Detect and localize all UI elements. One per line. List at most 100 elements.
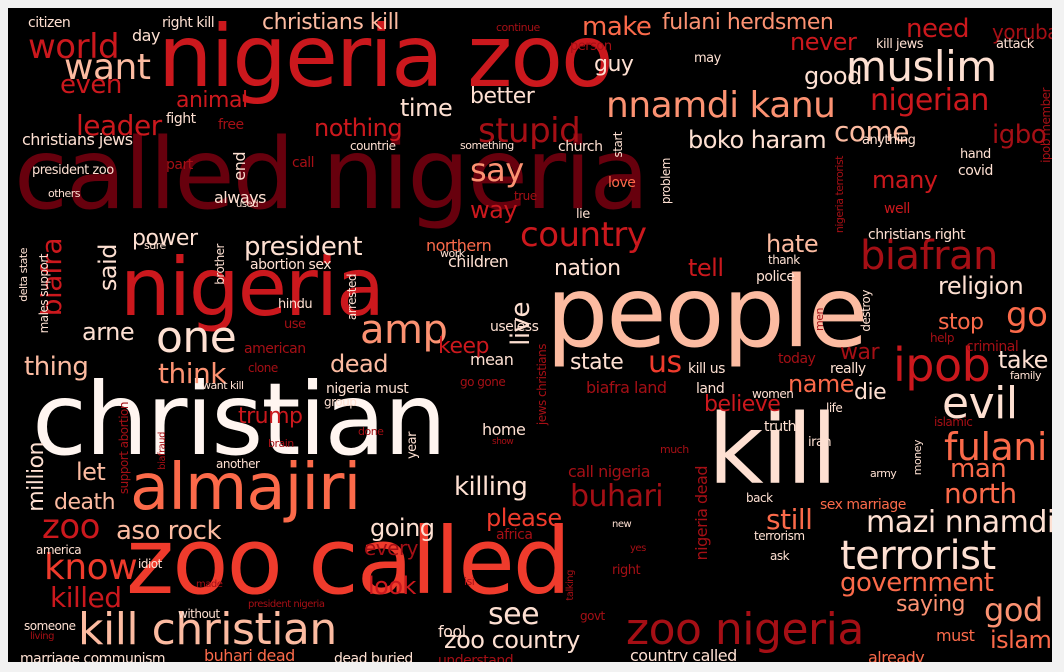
word-free: free bbox=[218, 117, 244, 133]
word-cloud: called nigeria christian zoo called nige… bbox=[8, 8, 1052, 662]
word-nigeria: nigeria bbox=[120, 241, 385, 334]
word-show: show bbox=[492, 437, 514, 447]
word-buhari-dead: buhari dead bbox=[204, 646, 295, 663]
word-call: call bbox=[292, 155, 315, 171]
word-sex-marriage: sex marriage bbox=[820, 497, 906, 513]
word-truth: truth bbox=[764, 419, 796, 435]
word-boko-haram: boko haram bbox=[688, 126, 827, 154]
word-sure: sure bbox=[144, 239, 166, 252]
word-end: end bbox=[230, 152, 249, 181]
word-something: something bbox=[460, 139, 514, 152]
word-saying: saying bbox=[896, 592, 965, 617]
word-animal: animal bbox=[176, 88, 248, 113]
word-idiot: idiot bbox=[138, 557, 162, 571]
word-nigeria-must: nigeria must bbox=[326, 381, 409, 397]
word-christians-kill: christians kill bbox=[262, 10, 399, 35]
word-much: much bbox=[660, 443, 689, 456]
word-going: going bbox=[370, 514, 435, 542]
word-police: police bbox=[756, 269, 795, 285]
word-nigeria-dead: nigeria dead bbox=[692, 466, 711, 561]
word-man: man bbox=[950, 454, 1007, 484]
word-home: home bbox=[482, 420, 526, 439]
word-iran: iran bbox=[808, 435, 832, 450]
word-zoo-called: zoo called bbox=[126, 508, 571, 615]
word-us: us bbox=[648, 345, 682, 380]
word-keep: keep bbox=[438, 334, 490, 359]
word-continue: continue bbox=[496, 21, 540, 34]
word-brother: brother bbox=[213, 244, 227, 285]
word-said: said bbox=[94, 244, 122, 292]
word-biafraud: biafraud bbox=[157, 432, 168, 470]
word-nigerian: nigerian bbox=[870, 83, 989, 118]
word-please: please bbox=[486, 504, 562, 532]
word-muslim: muslim bbox=[846, 42, 997, 91]
word-islam: islam bbox=[990, 626, 1052, 654]
word-mean: mean bbox=[470, 350, 514, 369]
word-hindu: hindu bbox=[278, 297, 313, 312]
word-country-called: country called bbox=[630, 646, 737, 663]
word-country: country bbox=[520, 215, 647, 255]
word-women: women bbox=[752, 387, 794, 401]
word-people: people bbox=[546, 256, 868, 370]
word-fulani-herdsmen: fulani herdsmen bbox=[662, 10, 834, 35]
word-used: used bbox=[236, 199, 259, 210]
word-covid: covid bbox=[958, 163, 993, 179]
word-killed: killed bbox=[50, 581, 122, 614]
word-day: day bbox=[132, 26, 160, 45]
word-arrested: arrested bbox=[345, 274, 359, 321]
word-marriage-communism: marriage communism bbox=[20, 651, 166, 662]
word-religion: religion bbox=[938, 272, 1024, 300]
word-support-abortion: support abortion bbox=[117, 402, 131, 495]
word-many: many bbox=[872, 166, 938, 194]
word-thing: thing bbox=[24, 352, 89, 382]
word-kill-christian: kill christian bbox=[78, 604, 337, 655]
word-dead: dead bbox=[330, 350, 388, 378]
word-ipob-member: ipob member bbox=[1039, 88, 1052, 163]
word-talking: talking bbox=[565, 570, 576, 601]
word-believe: believe bbox=[704, 392, 781, 417]
word-want: want bbox=[64, 47, 151, 88]
word-go: go bbox=[1006, 295, 1048, 335]
word-part: part bbox=[166, 157, 193, 173]
word-every: every bbox=[364, 536, 419, 560]
word-nigeria-terrorist: nigeria terrorist bbox=[833, 156, 846, 234]
word-let: let bbox=[76, 458, 106, 486]
word-year: year bbox=[405, 432, 420, 460]
word-still: still bbox=[766, 503, 813, 536]
word-biafra-land: biafra land bbox=[586, 378, 667, 397]
word-yoruba: yoruba bbox=[992, 20, 1052, 44]
word-go-gone: go gone bbox=[460, 375, 506, 389]
word-northern: northern bbox=[426, 236, 492, 255]
word-amp: amp bbox=[360, 307, 448, 353]
word-think: think bbox=[158, 357, 226, 390]
word-citizen: citizen bbox=[28, 15, 71, 31]
word-someone: someone bbox=[24, 619, 76, 633]
word-work: work bbox=[440, 247, 465, 260]
word-money: money bbox=[911, 440, 924, 476]
word-nation: nation bbox=[554, 256, 621, 281]
word-killing: killing bbox=[454, 472, 528, 502]
word-million: million bbox=[24, 442, 49, 512]
word-president-zoo: president zoo bbox=[32, 163, 114, 178]
word-land: land bbox=[696, 381, 725, 397]
word-problem: problem bbox=[659, 158, 673, 205]
word-arne: arne bbox=[82, 318, 135, 346]
word-must: must bbox=[936, 626, 975, 645]
word-die: die bbox=[854, 380, 887, 405]
word-islamic: islamic bbox=[934, 415, 973, 429]
word-right-kill: right kill bbox=[162, 15, 215, 31]
word-criminal: criminal bbox=[966, 339, 1019, 355]
word-start: start bbox=[611, 132, 625, 158]
word-terrorist: terrorist bbox=[840, 533, 996, 579]
word-dead-buried: dead buried bbox=[334, 651, 413, 662]
word-stupid: stupid bbox=[478, 111, 581, 151]
word-state: state bbox=[570, 350, 624, 375]
word-make: make bbox=[582, 12, 652, 42]
word-tell: tell bbox=[688, 254, 724, 282]
word-children: children bbox=[448, 252, 509, 271]
word-stop: stop bbox=[938, 310, 984, 335]
word-christian: christian bbox=[32, 361, 447, 478]
word-living: living bbox=[30, 631, 54, 642]
word-government: government bbox=[840, 568, 994, 598]
word-help: help bbox=[930, 331, 954, 345]
